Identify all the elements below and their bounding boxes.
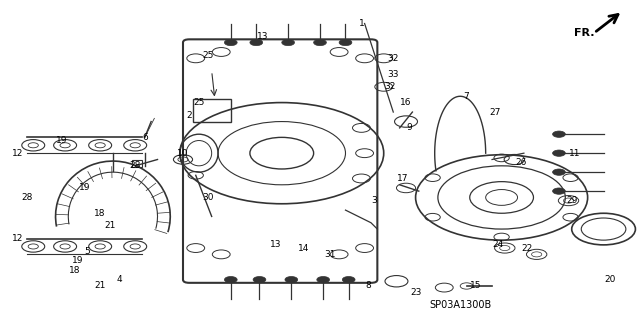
Text: 12: 12 <box>12 234 23 243</box>
Circle shape <box>314 39 326 46</box>
Bar <box>132 160 141 167</box>
Text: 32: 32 <box>388 54 399 63</box>
Circle shape <box>552 169 565 175</box>
Text: 28: 28 <box>129 161 141 170</box>
Text: 17: 17 <box>397 174 408 183</box>
Circle shape <box>552 150 565 156</box>
Circle shape <box>253 277 266 283</box>
Text: 18: 18 <box>95 209 106 218</box>
Circle shape <box>339 39 352 46</box>
Circle shape <box>317 277 330 283</box>
Text: 24: 24 <box>493 241 504 249</box>
Text: 5: 5 <box>84 247 90 256</box>
Circle shape <box>225 39 237 46</box>
Text: 15: 15 <box>470 281 482 291</box>
Text: 26: 26 <box>515 158 527 167</box>
Text: 32: 32 <box>385 82 396 91</box>
Circle shape <box>552 131 565 137</box>
Text: 12: 12 <box>12 149 23 158</box>
Circle shape <box>342 277 355 283</box>
Text: 20: 20 <box>604 275 616 284</box>
Text: 21: 21 <box>95 281 106 291</box>
Text: 3: 3 <box>371 196 377 205</box>
Circle shape <box>225 277 237 283</box>
Text: 7: 7 <box>464 92 469 101</box>
Text: 4: 4 <box>116 275 122 284</box>
Text: 33: 33 <box>388 70 399 78</box>
Text: 19: 19 <box>56 136 68 145</box>
Text: 18: 18 <box>69 266 81 275</box>
Text: 19: 19 <box>79 183 90 192</box>
Text: SP03A1300B: SP03A1300B <box>429 300 492 310</box>
Text: 30: 30 <box>203 193 214 202</box>
Circle shape <box>285 277 298 283</box>
Text: FR.: FR. <box>574 28 595 38</box>
Text: 9: 9 <box>406 123 412 132</box>
Text: 8: 8 <box>365 281 371 291</box>
Circle shape <box>250 39 262 46</box>
Text: 2: 2 <box>186 111 192 120</box>
Text: 13: 13 <box>257 32 268 41</box>
Text: 11: 11 <box>569 149 580 158</box>
Text: 25: 25 <box>203 51 214 60</box>
Circle shape <box>552 188 565 194</box>
Text: 28: 28 <box>21 193 33 202</box>
Text: 16: 16 <box>400 98 412 107</box>
Text: 25: 25 <box>193 98 205 107</box>
Text: 19: 19 <box>72 256 84 265</box>
Bar <box>193 100 231 122</box>
Text: 23: 23 <box>410 288 421 297</box>
Text: 10: 10 <box>177 149 189 158</box>
Text: 22: 22 <box>522 243 532 253</box>
Text: 21: 21 <box>104 221 115 230</box>
Text: 27: 27 <box>490 108 501 116</box>
Text: 6: 6 <box>142 133 148 142</box>
Text: 13: 13 <box>269 241 281 249</box>
Circle shape <box>282 39 294 46</box>
Text: 29: 29 <box>566 196 577 205</box>
Text: 1: 1 <box>358 19 364 28</box>
Text: 14: 14 <box>298 243 310 253</box>
Text: 31: 31 <box>324 250 335 259</box>
